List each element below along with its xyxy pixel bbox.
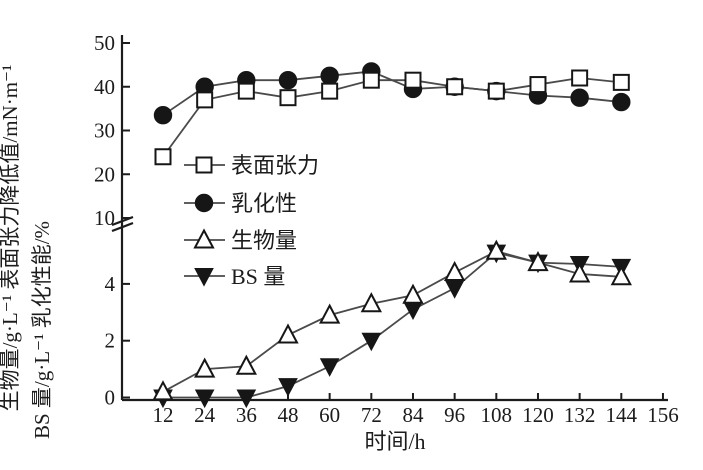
axis-break-mark [111,221,134,233]
x-axis-title: 时间/h [364,429,425,454]
x-tick-label: 96 [444,403,465,427]
data-point-triangle-up-open [568,262,591,283]
y-tick-label: 4 [105,272,116,296]
data-point-square-open [612,73,630,91]
legend-marker-triangle-up-open [193,228,215,249]
legend-label: 生物量 [231,228,297,253]
data-point-triangle-down-filled [278,378,298,397]
data-point-triangle-up-open [152,380,174,401]
data-point-triangle-down-filled [236,389,257,409]
y-tick-label: 30 [94,119,115,143]
data-point-triangle-down-filled [194,389,215,409]
data-point-square-open [487,82,505,100]
legend-marker-triangle-down-filled [194,268,214,287]
data-point-square-open [446,78,464,96]
x-tick-label: 132 [564,403,596,427]
legend-marker-square-open [195,156,213,174]
data-point-square-open [362,71,380,89]
data-point-square-open [404,71,422,89]
x-tick-label: 12 [153,403,174,427]
data-point-triangle-down-filled [319,358,340,377]
y-tick-label: 40 [94,75,115,99]
data-point-square-open [571,69,589,87]
data-point-triangle-up-open [610,265,632,286]
x-tick-label: 84 [402,403,424,427]
x-tick-label: 120 [522,403,554,427]
data-point-square-open [237,82,255,100]
x-tick-label: 156 [647,403,679,427]
data-point-triangle-up-open [235,354,257,375]
data-point-circle-filled [153,105,173,125]
data-point-circle-filled [320,66,339,86]
data-point-triangle-up-open [318,303,341,324]
y-tick-label: 0 [105,386,116,410]
axis-break-mark [111,215,134,227]
y-tick-label: 10 [94,206,115,230]
data-point-triangle-up-open [443,260,466,282]
legend-label: 表面张力 [231,153,319,178]
data-point-triangle-up-open [527,250,549,272]
data-point-square-open [529,76,547,94]
data-point-triangle-down-filled [361,332,382,352]
data-point-triangle-up-open [277,323,299,344]
data-point-triangle-up-open [402,283,424,304]
data-point-square-open [321,82,339,100]
data-point-square-open [279,89,297,107]
legend-label: BS 量 [231,264,285,289]
x-tick-label: 48 [277,403,298,427]
legend-marker-circle-filled [194,193,214,213]
data-point-triangle-up-open [360,292,382,313]
y-axis-title-inner: BS 量/g·L⁻¹ 乳化性能/% [30,221,54,439]
x-tick-label: 36 [236,403,257,427]
x-tick-label: 108 [481,403,513,427]
series-line-3 [163,251,622,399]
x-tick-label: 144 [606,403,638,427]
data-point-triangle-up-open [194,357,216,378]
y-tick-label: 50 [94,31,115,55]
data-point-square-open [196,91,214,109]
data-point-circle-filled [278,70,298,90]
x-tick-label: 24 [194,403,216,427]
data-point-circle-filled [612,92,631,112]
x-tick-label: 72 [361,403,382,427]
data-point-circle-filled [570,88,589,107]
legend-label: 乳化性 [231,191,297,216]
y-tick-label: 20 [94,162,115,186]
y-tick-label: 2 [105,329,116,353]
data-point-triangle-up-open [485,239,507,260]
y-axis-title-outer: 生物量/g·L⁻¹ 表面张力降低值/mN·m⁻¹ [0,65,22,412]
data-point-square-open [154,148,172,166]
x-tick-label: 60 [319,403,340,427]
